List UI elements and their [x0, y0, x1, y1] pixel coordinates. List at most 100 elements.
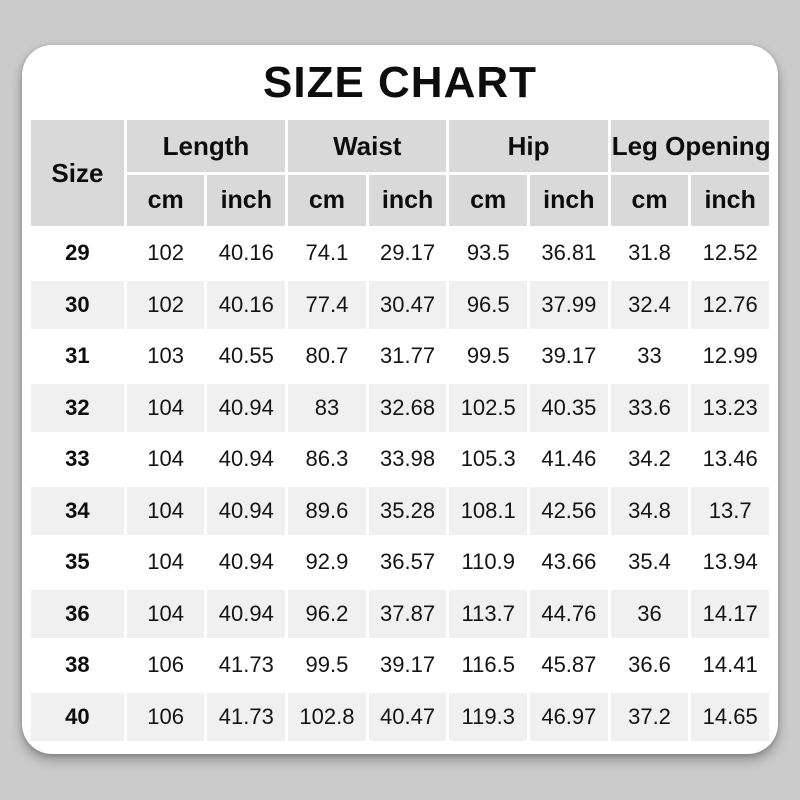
table-row: 31 103 40.55 80.7 31.77 99.5 39.17 33 12.99	[31, 332, 769, 381]
value-cell: 44.76	[530, 589, 608, 638]
value-cell: 102	[126, 280, 205, 329]
value-cell: 42.56	[530, 486, 608, 535]
value-cell: 89.6	[288, 486, 366, 535]
value-cell: 12.99	[691, 332, 769, 381]
table-header: Size Length Waist Hip Leg Opening cm inc…	[31, 120, 769, 226]
value-cell: 104	[126, 486, 205, 535]
unit-header-hip-inch: inch	[530, 175, 608, 226]
unit-header-waist-cm: cm	[288, 175, 366, 226]
table-row: 40 106 41.73 102.8 40.47 119.3 46.97 37.2 14.65	[31, 692, 769, 741]
value-cell: 93.5	[449, 229, 528, 278]
value-cell: 32.4	[610, 280, 689, 329]
value-cell: 33.6	[610, 383, 689, 432]
size-cell: 34	[31, 486, 124, 535]
value-cell: 36.6	[610, 641, 689, 690]
value-cell: 12.52	[691, 229, 769, 278]
size-cell: 36	[31, 589, 124, 638]
value-cell: 12.76	[691, 280, 769, 329]
value-cell: 116.5	[449, 641, 528, 690]
value-cell: 86.3	[288, 435, 366, 484]
size-cell: 31	[31, 332, 124, 381]
value-cell: 45.87	[530, 641, 608, 690]
size-table-body: 29 102 40.16 74.1 29.17 93.5 36.81 31.8 12.52 30 1…	[31, 229, 769, 741]
value-cell: 110.9	[449, 538, 528, 587]
value-cell: 40.94	[207, 383, 286, 432]
column-header-hip: Hip	[449, 120, 608, 172]
column-header-leg-opening: Leg Opening	[610, 120, 769, 172]
value-cell: 35.4	[610, 538, 689, 587]
value-cell: 104	[126, 383, 205, 432]
size-cell: 32	[31, 383, 124, 432]
value-cell: 46.97	[530, 692, 608, 741]
value-cell: 40.16	[207, 280, 286, 329]
value-cell: 30.47	[368, 280, 447, 329]
value-cell: 36	[610, 589, 689, 638]
value-cell: 33	[610, 332, 689, 381]
size-cell: 33	[31, 435, 124, 484]
value-cell: 74.1	[288, 229, 366, 278]
value-cell: 92.9	[288, 538, 366, 587]
value-cell: 99.5	[288, 641, 366, 690]
value-cell: 77.4	[288, 280, 366, 329]
value-cell: 106	[126, 692, 205, 741]
value-cell: 106	[126, 641, 205, 690]
value-cell: 13.7	[691, 486, 769, 535]
value-cell: 41.46	[530, 435, 608, 484]
value-cell: 43.66	[530, 538, 608, 587]
value-cell: 14.41	[691, 641, 769, 690]
unit-header-hip-cm: cm	[449, 175, 528, 226]
value-cell: 37.99	[530, 280, 608, 329]
value-cell: 105.3	[449, 435, 528, 484]
value-cell: 99.5	[449, 332, 528, 381]
value-cell: 41.73	[207, 692, 286, 741]
size-cell: 38	[31, 641, 124, 690]
value-cell: 32.68	[368, 383, 447, 432]
value-cell: 40.35	[530, 383, 608, 432]
value-cell: 40.55	[207, 332, 286, 381]
value-cell: 40.94	[207, 589, 286, 638]
table-row: 30 102 40.16 77.4 30.47 96.5 37.99 32.4 12.76	[31, 280, 769, 329]
value-cell: 14.17	[691, 589, 769, 638]
value-cell: 102.5	[449, 383, 528, 432]
unit-header-leg-cm: cm	[610, 175, 689, 226]
value-cell: 102.8	[288, 692, 366, 741]
table-row: 33 104 40.94 86.3 33.98 105.3 41.46 34.2 13.46	[31, 435, 769, 484]
unit-header-length-cm: cm	[126, 175, 205, 226]
value-cell: 40.47	[368, 692, 447, 741]
column-header-size: Size	[31, 120, 124, 226]
value-cell: 36.57	[368, 538, 447, 587]
unit-header-waist-inch: inch	[368, 175, 447, 226]
table-row: 32 104 40.94 83 32.68 102.5 40.35 33.6 13.23	[31, 383, 769, 432]
value-cell: 104	[126, 589, 205, 638]
value-cell: 34.2	[610, 435, 689, 484]
unit-header-row: cm inch cm inch cm inch cm inch	[31, 175, 769, 226]
value-cell: 13.23	[691, 383, 769, 432]
value-cell: 14.65	[691, 692, 769, 741]
size-cell: 29	[31, 229, 124, 278]
value-cell: 108.1	[449, 486, 528, 535]
value-cell: 40.94	[207, 538, 286, 587]
value-cell: 36.81	[530, 229, 608, 278]
value-cell: 83	[288, 383, 366, 432]
table-row: 35 104 40.94 92.9 36.57 110.9 43.66 35.4 13.94	[31, 538, 769, 587]
value-cell: 13.94	[691, 538, 769, 587]
table-row: 29 102 40.16 74.1 29.17 93.5 36.81 31.8 12.52	[31, 229, 769, 278]
value-cell: 37.87	[368, 589, 447, 638]
table-row: 34 104 40.94 89.6 35.28 108.1 42.56 34.8 13.7	[31, 486, 769, 535]
value-cell: 39.17	[530, 332, 608, 381]
value-cell: 104	[126, 538, 205, 587]
page-title: SIZE CHART	[263, 58, 537, 107]
value-cell: 29.17	[368, 229, 447, 278]
value-cell: 37.2	[610, 692, 689, 741]
value-cell: 40.94	[207, 486, 286, 535]
value-cell: 40.94	[207, 435, 286, 484]
size-chart-card: SIZE CHART Size Length Waist Hip Leg Ope…	[22, 45, 778, 754]
value-cell: 103	[126, 332, 205, 381]
unit-header-leg-inch: inch	[691, 175, 769, 226]
value-cell: 113.7	[449, 589, 528, 638]
value-cell: 13.46	[691, 435, 769, 484]
value-cell: 102	[126, 229, 205, 278]
value-cell: 33.98	[368, 435, 447, 484]
size-cell: 35	[31, 538, 124, 587]
size-chart-table: Size Length Waist Hip Leg Opening cm inc…	[28, 117, 772, 744]
